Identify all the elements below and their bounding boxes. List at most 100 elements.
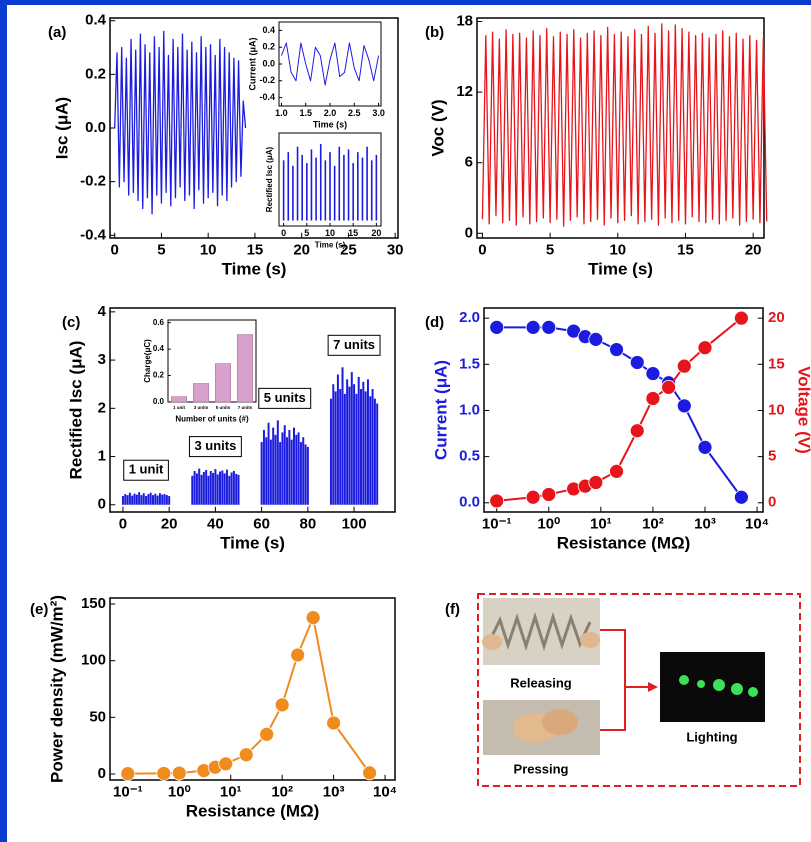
x-tick-label: 5 units (216, 405, 231, 410)
y-tick-label: -0.4 (259, 92, 275, 102)
x-tick-label: 10¹ (220, 784, 242, 801)
panel-f: (f) Releasing Pressing Lighting (445, 593, 801, 787)
x-tick-label: 30 (387, 242, 404, 259)
spike (302, 437, 305, 505)
spike (128, 492, 131, 505)
spike (156, 495, 159, 505)
marker (290, 647, 306, 663)
spike (198, 468, 201, 505)
x-axis-label: Time (s) (220, 534, 285, 553)
spike (332, 384, 335, 505)
marker (661, 379, 676, 395)
photo-detail (482, 634, 502, 650)
x-tick-label: 10³ (323, 784, 345, 801)
group-label-box (258, 387, 312, 409)
spike (135, 494, 138, 505)
x-tick-label: 5 (157, 242, 165, 259)
spike (262, 430, 265, 505)
y-axis-label: Rectified Isc (μA) (66, 341, 85, 480)
marker (489, 493, 505, 509)
x-tick-label: 3.0 (372, 108, 385, 118)
spike (348, 386, 351, 505)
x-tick-label: 2.0 (324, 108, 337, 118)
x-axis-label: Time (s) (588, 260, 653, 279)
y-tick-label: 150 (81, 595, 106, 612)
y-axis-label: Charge(μC) (143, 339, 152, 383)
spike (124, 494, 127, 505)
frame-top (0, 0, 811, 5)
marker (259, 726, 275, 742)
y-axis-label: Rectified Isc (μA) (265, 146, 274, 212)
x-tick-label: 10³ (694, 516, 716, 533)
spike (343, 393, 346, 505)
connector (600, 629, 626, 731)
y-tick-label: 0 (465, 224, 473, 241)
caption: Pressing (514, 761, 569, 776)
x-tick-label: 15 (348, 228, 358, 238)
y2-tick-label: 10 (768, 401, 785, 418)
x-axis-label: Time (s) (313, 120, 347, 130)
spike (276, 420, 279, 505)
caption: Releasing (510, 675, 571, 690)
x-tick-label: 10⁴ (745, 516, 769, 533)
spike (376, 403, 379, 505)
x-tick-label: 10 (325, 228, 335, 238)
spike (235, 473, 238, 505)
photo-detail (488, 611, 592, 652)
x-tick-label: 0 (478, 242, 486, 259)
spike (237, 474, 240, 505)
marker (305, 610, 321, 626)
y-axis-label: Current (μA) (431, 360, 450, 460)
spike (269, 439, 272, 505)
marker (588, 475, 604, 490)
spike (260, 442, 263, 505)
x-axis-label: Number of units (#) (175, 414, 249, 423)
spike (216, 474, 219, 505)
spike (350, 372, 353, 505)
led (731, 683, 743, 695)
x-tick-label: 80 (300, 516, 317, 533)
y-tick-label: 12 (456, 83, 473, 100)
spike (158, 493, 161, 505)
spike (333, 165, 336, 221)
photo-detail (542, 709, 578, 735)
marker (171, 765, 187, 781)
marker (156, 766, 172, 781)
x-tick-label: 10⁰ (537, 516, 560, 533)
y-tick-label: 0.4 (153, 344, 165, 353)
spike (200, 474, 203, 505)
spike (286, 437, 289, 505)
y-tick-label: 1 (98, 448, 106, 465)
x-tick-label: 15 (677, 242, 694, 259)
spike (370, 160, 373, 221)
spike (232, 471, 235, 505)
x-tick-label: 20 (293, 242, 310, 259)
spike (369, 396, 372, 505)
x-axis-label: Time (s) (222, 260, 287, 279)
spike (288, 430, 291, 505)
marker (218, 756, 234, 772)
x-tick-label: 20 (745, 242, 762, 259)
x-tick-label: 10¹ (590, 516, 612, 533)
x-tick-label: 10⁻¹ (113, 784, 143, 801)
marker (489, 319, 505, 335)
spike (306, 446, 309, 505)
x-tick-label: 0 (281, 228, 286, 238)
spike (319, 143, 322, 221)
spike (352, 163, 354, 221)
spike (282, 160, 285, 221)
marker (541, 487, 557, 502)
x-tick-label: 25 (340, 242, 357, 259)
spike (281, 432, 284, 505)
photo-releasing (483, 598, 600, 665)
panel-label: (c) (62, 314, 80, 331)
y2-tick-label: 20 (768, 309, 785, 326)
y-tick-label: -0.2 (259, 75, 275, 85)
y-axis-label: Isc (μA) (52, 97, 71, 159)
marker (609, 342, 624, 357)
bar (193, 383, 210, 403)
spike (287, 152, 290, 221)
marker (733, 310, 749, 326)
spike (219, 471, 222, 505)
